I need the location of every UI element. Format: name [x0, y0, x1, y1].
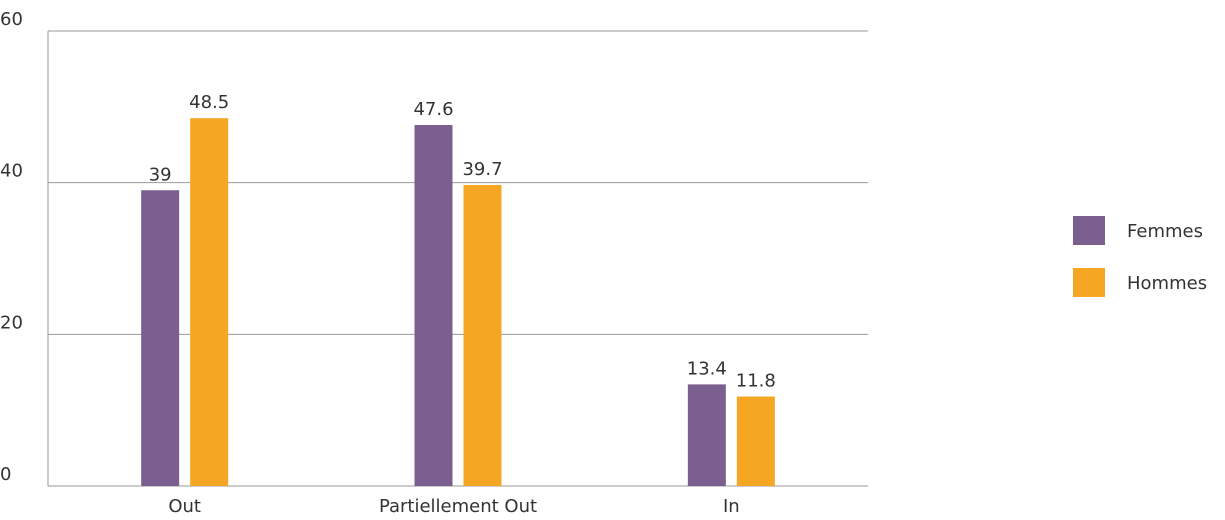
y-tick-label: 0 [0, 464, 11, 485]
value-label: 39 [149, 164, 172, 185]
value-label: 11.8 [736, 371, 776, 392]
y-tick-label: 60 [0, 9, 23, 30]
y-tick-label: 40 [0, 161, 23, 182]
bar [414, 125, 453, 487]
bar [463, 184, 502, 487]
x-tick-label: Out [168, 496, 201, 517]
bar [736, 396, 775, 486]
x-tick-label: Partiellement Out [379, 496, 537, 517]
bar [141, 190, 180, 486]
bar [687, 384, 726, 486]
legend-swatch [1073, 268, 1105, 297]
value-label: 47.6 [413, 99, 453, 120]
x-tick-label: In [723, 496, 740, 517]
value-label: 39.7 [462, 159, 502, 180]
y-tick-label: 20 [0, 312, 23, 333]
value-label: 13.4 [687, 358, 727, 379]
bar [190, 118, 229, 486]
legend-swatch [1073, 216, 1105, 245]
legend-label: Hommes [1127, 273, 1207, 294]
legend-label: Femmes [1127, 221, 1203, 242]
value-label: 48.5 [189, 92, 229, 113]
